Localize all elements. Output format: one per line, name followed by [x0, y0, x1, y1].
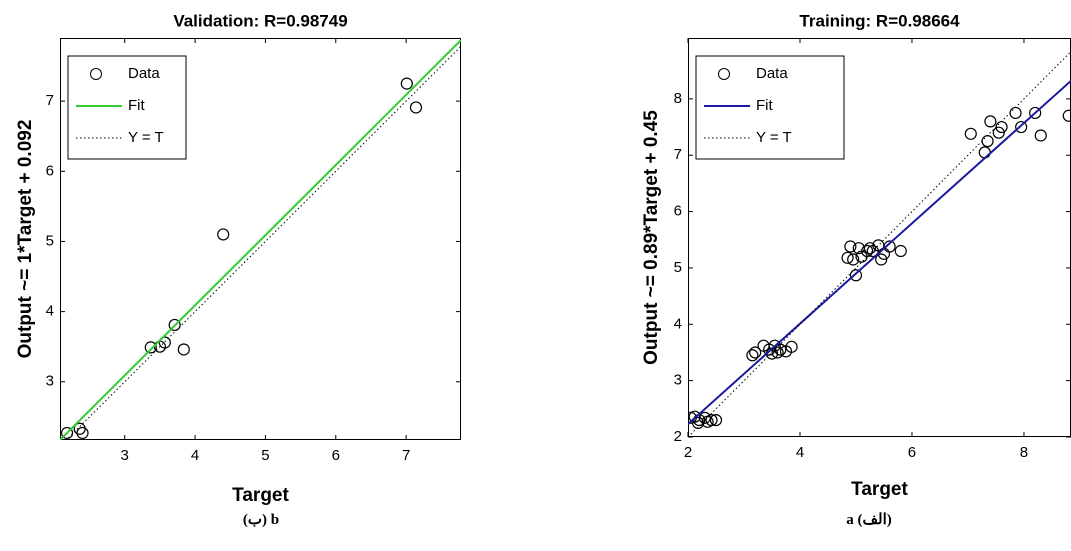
data-point: [844, 240, 857, 253]
data-point: [76, 426, 89, 440]
fit-line: [60, 39, 461, 440]
legend-marker: [90, 68, 102, 80]
data-point: [400, 77, 413, 90]
legend-marker: [718, 68, 730, 80]
data-point: [883, 240, 896, 253]
data-point: [1029, 106, 1042, 120]
data-point: [746, 349, 759, 362]
x-tick-label: 6: [332, 447, 340, 464]
data-point: [875, 253, 888, 266]
y-tick-label: 5: [674, 259, 682, 276]
data-point: [849, 269, 863, 282]
legend-label: Y = T: [128, 129, 164, 146]
data-point: [992, 126, 1005, 139]
x-tick-label: 6: [908, 444, 916, 461]
legend-box: [695, 55, 845, 160]
data-point: [709, 413, 723, 427]
x-axis-label: Target: [232, 485, 289, 506]
y-tick-label: 4: [674, 315, 682, 332]
data-point: [409, 101, 423, 114]
data-point: [774, 343, 787, 356]
data-point: [771, 346, 784, 359]
data-point: [1062, 109, 1071, 122]
data-point: [60, 426, 74, 440]
legend-label: Fit: [128, 97, 145, 114]
data-point: [217, 228, 230, 241]
caption: (ب) b: [242, 512, 280, 528]
legend-label: Data: [128, 65, 160, 82]
data-point: [701, 415, 714, 428]
x-tick-label: 4: [191, 447, 199, 464]
x-axis-label: Target: [851, 479, 908, 500]
fit-line: [688, 80, 1071, 425]
data-point: [984, 115, 997, 128]
data-point: [964, 127, 977, 140]
y-tick-label: 2: [674, 428, 682, 445]
identity-line: [688, 51, 1071, 437]
plot-marks: [688, 51, 1071, 437]
legend-label: Fit: [756, 97, 773, 114]
y-tick-label: 7: [674, 146, 682, 163]
data-point: [1034, 129, 1047, 142]
y-tick-label: 3: [46, 373, 54, 390]
data-point: [177, 343, 190, 356]
legend-label: Data: [756, 65, 788, 82]
chart-title: Training: R=0.98664: [799, 11, 960, 30]
y-tick-label: 6: [46, 162, 54, 179]
x-tick-label: 3: [121, 447, 129, 464]
data-point: [749, 346, 762, 359]
x-tick-label: 5: [261, 447, 269, 464]
x-tick-label: 4: [796, 444, 804, 461]
y-tick-label: 6: [674, 203, 682, 220]
data-point: [1015, 120, 1028, 134]
data-point: [841, 251, 854, 264]
data-point: [861, 244, 874, 258]
x-tick-label: 2: [684, 444, 692, 461]
data-point: [863, 242, 877, 255]
data-point: [144, 341, 157, 354]
y-axis-label: Output ~= 1*Target + 0.092: [15, 120, 36, 359]
data-point: [847, 253, 860, 266]
data-point: [158, 336, 171, 349]
legend-label: Y = T: [756, 129, 792, 146]
y-axis-label: Output ~= 0.89*Target + 0.45: [641, 110, 662, 365]
y-tick-label: 5: [46, 232, 54, 249]
y-tick-label: 7: [46, 92, 54, 109]
data-point: [168, 318, 181, 332]
y-tick-label: 4: [46, 303, 54, 320]
plot-marks: [60, 39, 461, 440]
x-tick-label: 7: [402, 447, 410, 464]
y-tick-label: 8: [674, 90, 682, 107]
data-point: [785, 340, 798, 353]
y-tick-label: 3: [674, 372, 682, 389]
data-point: [691, 416, 705, 430]
caption: a (الف): [846, 512, 892, 528]
legend-box: [67, 55, 187, 160]
x-tick-label: 8: [1020, 444, 1028, 461]
data-point: [894, 244, 907, 258]
chart-title: Validation: R=0.98749: [173, 11, 347, 30]
